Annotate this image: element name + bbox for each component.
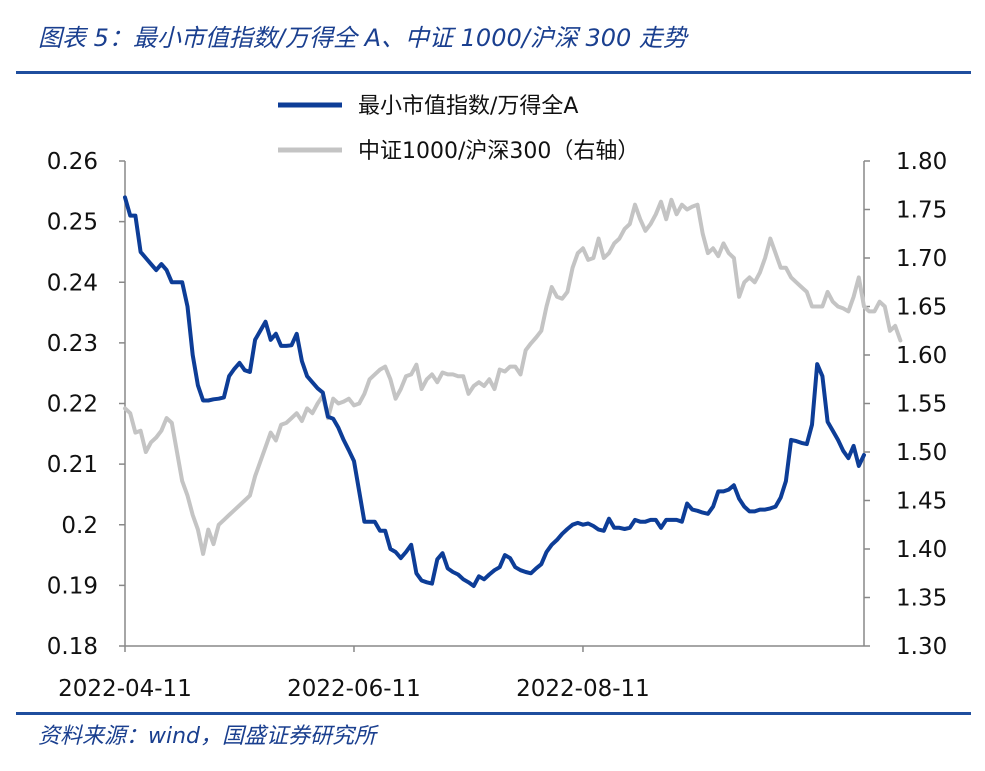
right-tick-label: 1.30 xyxy=(896,634,947,660)
series-line-2 xyxy=(123,197,903,556)
left-tick-label: 0.2 xyxy=(61,513,98,539)
right-tick-label: 1.75 xyxy=(896,198,947,224)
right-tick-label: 1.80 xyxy=(896,149,947,175)
source-note: 资料来源：wind，国盛证券研究所 xyxy=(38,724,377,749)
legend: 最小市值指数/万得全A 中证1000/沪深300（右轴） xyxy=(278,94,639,164)
chart-title: 图表 5：最小市值指数/万得全 A、中证 1000/沪深 300 走势 xyxy=(38,24,687,52)
left-tick-label: 0.24 xyxy=(47,270,98,296)
left-tick-label: 0.25 xyxy=(47,210,98,236)
legend-label-series1: 最小市值指数/万得全A xyxy=(358,94,578,119)
left-tick-label: 0.18 xyxy=(47,634,98,660)
left-tick-label: 0.21 xyxy=(47,452,98,478)
left-tick-label: 0.19 xyxy=(47,573,98,599)
right-tick-label: 1.40 xyxy=(896,537,947,563)
right-tick-label: 1.55 xyxy=(896,392,947,418)
legend-label-series2: 中证1000/沪深300（右轴） xyxy=(358,139,639,164)
right-tick-label: 1.60 xyxy=(896,343,947,369)
right-tick-label: 1.65 xyxy=(896,295,947,321)
top-rule xyxy=(16,71,971,74)
right-tick-label: 1.35 xyxy=(896,586,947,612)
x-tick-label: 2022-08-11 xyxy=(516,676,650,702)
left-tick-label: 0.23 xyxy=(47,331,98,357)
series-line-1 xyxy=(123,195,866,588)
x-tick-label: 2022-04-11 xyxy=(58,676,192,702)
right-tick-label: 1.50 xyxy=(896,440,947,466)
x-tick-label: 2022-06-11 xyxy=(287,676,421,702)
left-tick-label: 0.26 xyxy=(47,149,98,175)
right-tick-label: 1.45 xyxy=(896,489,947,515)
series-lines xyxy=(123,195,903,588)
axes: 0.18 0.19 0.2 0.21 0.22 0.23 0.24 0.25 0.26 1.30 1… xyxy=(47,149,947,702)
right-tick-label: 1.70 xyxy=(896,246,947,272)
left-tick-label: 0.22 xyxy=(47,392,98,418)
bottom-rule xyxy=(16,712,971,715)
